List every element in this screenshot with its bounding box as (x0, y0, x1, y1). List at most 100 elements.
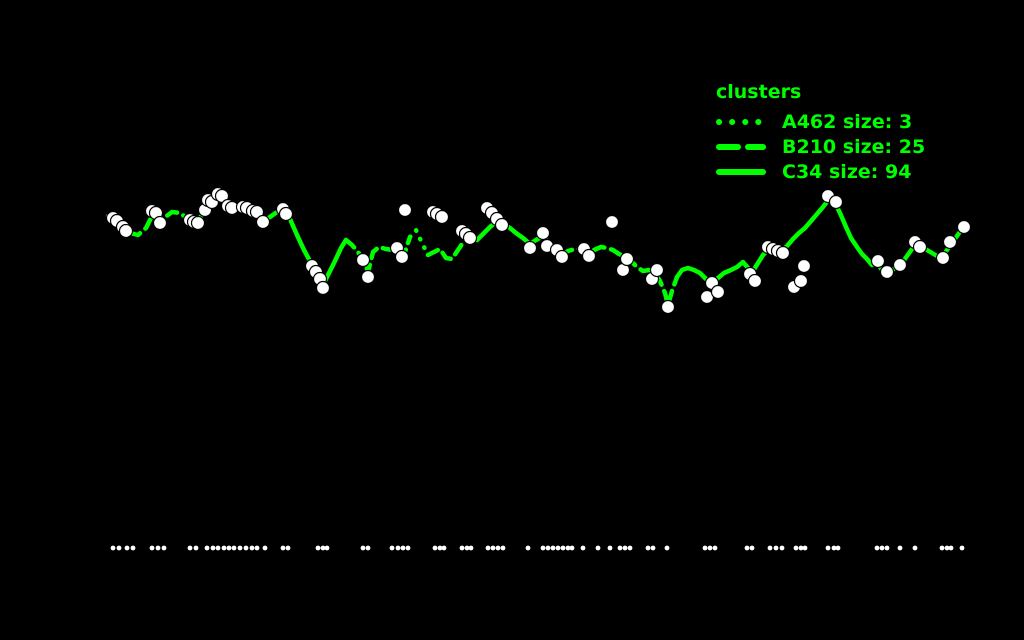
rug-point (360, 545, 366, 551)
data-point (660, 299, 676, 315)
legend-item-dashed: B210 size: 25 (716, 134, 925, 159)
cluster-line-solid (474, 218, 552, 247)
legend-item-dotted: A462 size: 3 (716, 109, 925, 134)
data-point (870, 253, 886, 269)
data-point (522, 240, 538, 256)
data-point (554, 249, 570, 265)
rug-point (459, 545, 465, 551)
legend-key-solid-line-icon (716, 168, 766, 175)
data-point (649, 262, 665, 278)
rug-point (215, 545, 221, 551)
rug-point (793, 545, 799, 551)
cluster-line-dotted (407, 227, 431, 258)
legend-key-dashed-line-icon (716, 143, 766, 150)
data-point (581, 248, 597, 264)
rug-point (315, 545, 321, 551)
rug-point (280, 545, 286, 551)
rug-point (130, 545, 136, 551)
data-point (360, 269, 376, 285)
rug-point (565, 545, 571, 551)
rug-point (617, 545, 623, 551)
rug-point (155, 545, 161, 551)
data-point (118, 223, 134, 239)
data-point (710, 284, 726, 300)
rug-point (490, 545, 496, 551)
legend-item-solid: C34 size: 94 (716, 159, 925, 184)
rug-point (569, 545, 575, 551)
rug-point (187, 545, 193, 551)
rug-point (835, 545, 841, 551)
rug-point (707, 545, 713, 551)
rug-point (874, 545, 880, 551)
rug-point (627, 545, 633, 551)
rug-point (773, 545, 779, 551)
legend-label: A462 size: 3 (782, 110, 913, 133)
rug-point (243, 545, 249, 551)
rug-point (555, 545, 561, 551)
rug-point (744, 545, 750, 551)
rug-point (959, 545, 965, 551)
rug-point (389, 545, 395, 551)
rug-point (468, 545, 474, 551)
rug-point (595, 545, 601, 551)
legend-title: clusters (716, 81, 802, 103)
rug-point (124, 545, 130, 551)
rug-point (884, 545, 890, 551)
rug-point (432, 545, 438, 551)
rug-point (560, 545, 566, 551)
rug-point (400, 545, 406, 551)
rug-point (500, 545, 506, 551)
data-point (434, 209, 450, 225)
rug-point (525, 545, 531, 551)
rug-point (948, 545, 954, 551)
rug-point (912, 545, 918, 551)
legend-label: C34 size: 94 (782, 160, 912, 183)
rug-point (485, 545, 491, 551)
rug-point (831, 545, 837, 551)
rug-point (405, 545, 411, 551)
rug-point (802, 545, 808, 551)
rug-point (879, 545, 885, 551)
rug-point (650, 545, 656, 551)
legend-key-dotted-line-icon (716, 118, 766, 125)
data-point (912, 239, 928, 255)
rug-point (193, 545, 199, 551)
rug-point (545, 545, 551, 551)
data-point (315, 280, 331, 296)
rug-point (939, 545, 945, 551)
data-point (255, 214, 271, 230)
rug-point (464, 545, 470, 551)
cluster-line-dashed (546, 240, 680, 308)
data-point (604, 214, 620, 230)
rug-point (262, 545, 268, 551)
data-point (956, 219, 972, 235)
rug-point (580, 545, 586, 551)
rug-point (702, 545, 708, 551)
data-point (462, 230, 478, 246)
rug-point (110, 545, 116, 551)
data-point (278, 206, 294, 222)
rug-point (767, 545, 773, 551)
rug-point (645, 545, 651, 551)
rug-point (237, 545, 243, 551)
rug-point (825, 545, 831, 551)
rug-point (210, 545, 216, 551)
data-point (892, 257, 908, 273)
rug-point (149, 545, 155, 551)
legend: clusters A462 size: 3 B210 size: 25 C34 si… (716, 82, 925, 184)
rug-point (540, 545, 546, 551)
data-point (793, 273, 809, 289)
data-point (190, 215, 206, 231)
rug-point (622, 545, 628, 551)
data-point (535, 225, 551, 241)
rug-point (944, 545, 950, 551)
rug-point (324, 545, 330, 551)
rug-point (365, 545, 371, 551)
rug-point (550, 545, 556, 551)
rug-point (320, 545, 326, 551)
rug-point (249, 545, 255, 551)
rug-point (897, 545, 903, 551)
data-point (796, 258, 812, 274)
